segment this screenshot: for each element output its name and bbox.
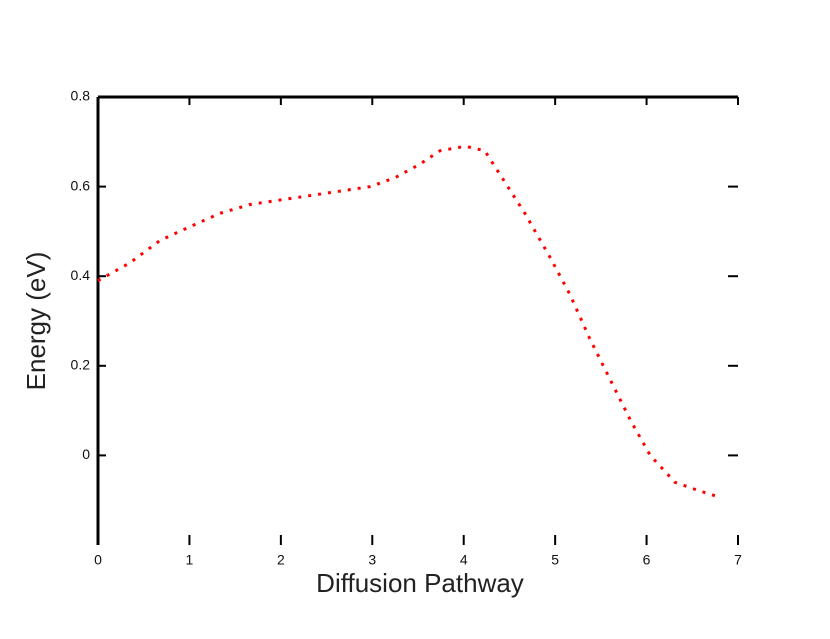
x-axis-title: Diffusion Pathway <box>316 568 524 598</box>
x-tick-label: 7 <box>734 552 742 568</box>
y-axis-title: Energy (eV) <box>21 252 51 391</box>
x-tick-label: 5 <box>551 552 559 568</box>
x-tick-label: 0 <box>94 552 102 568</box>
x-tick-label: 1 <box>186 552 194 568</box>
y-tick-label: 0 <box>82 446 90 462</box>
x-tick-label: 2 <box>277 552 285 568</box>
data-line <box>97 144 716 498</box>
y-tick-label: 0.4 <box>71 267 91 283</box>
x-tick-label: 4 <box>460 552 468 568</box>
x-tick-label: 3 <box>368 552 376 568</box>
y-tick-label: 0.2 <box>71 357 91 373</box>
x-tick-label: 6 <box>643 552 651 568</box>
y-tick-label: 0.6 <box>71 177 91 193</box>
y-tick-label: 0.8 <box>71 88 91 104</box>
